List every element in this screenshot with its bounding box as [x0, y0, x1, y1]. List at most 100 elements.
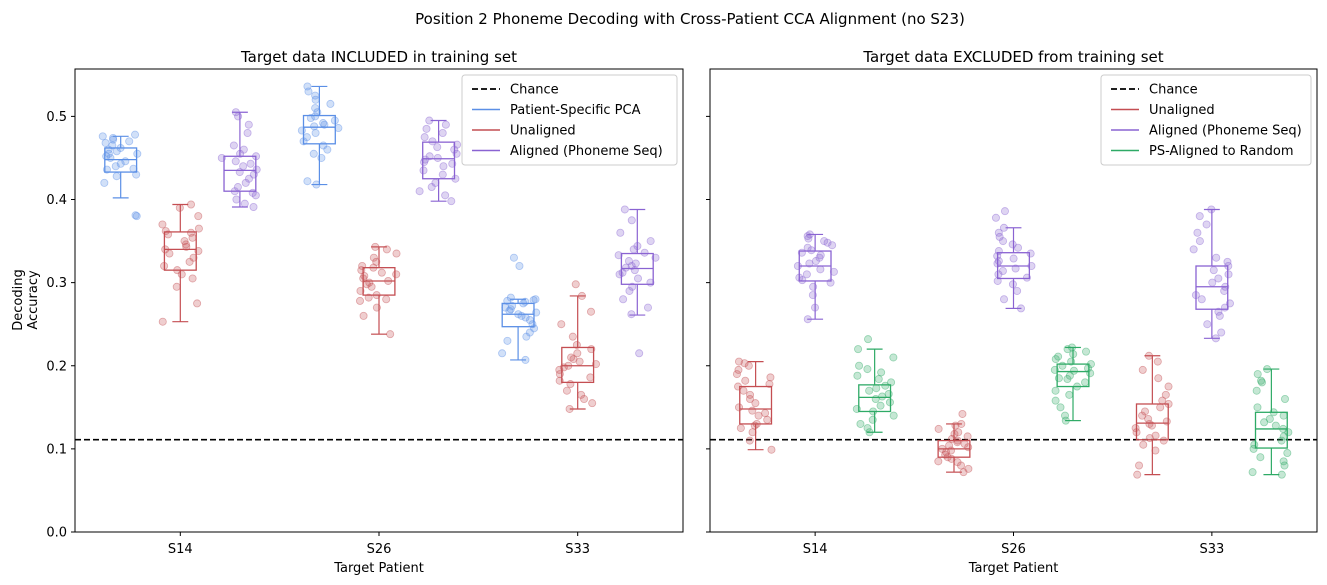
data-point	[587, 307, 596, 316]
box-aligned-phoneme-seq--S26	[415, 116, 462, 206]
data-point	[1051, 396, 1060, 405]
data-point	[631, 259, 640, 268]
data-point	[447, 197, 456, 206]
data-point	[1069, 366, 1078, 375]
x-tick-label: S14	[803, 542, 828, 557]
data-point	[428, 137, 437, 146]
data-point	[754, 411, 763, 420]
data-point	[1140, 407, 1149, 416]
data-point	[1279, 411, 1288, 420]
box-unaligned-S26	[356, 242, 401, 339]
box-aligned-phoneme-seq--S33	[614, 205, 660, 358]
box-iqr	[302, 114, 336, 145]
data-point	[1161, 390, 1170, 399]
box-unaligned-S26	[934, 409, 973, 477]
data-point	[1189, 245, 1198, 254]
data-point	[1283, 449, 1292, 458]
box-unaligned-S14	[732, 357, 776, 454]
data-point	[249, 202, 258, 211]
data-point	[1162, 417, 1171, 426]
data-point	[132, 212, 141, 221]
data-point	[941, 450, 950, 459]
data-point	[816, 265, 825, 274]
box-patient-specific-pca-S33	[498, 253, 541, 364]
data-point	[1081, 378, 1090, 387]
data-point	[161, 227, 170, 236]
data-point	[1138, 411, 1147, 420]
data-point	[734, 365, 743, 374]
data-point	[640, 248, 649, 257]
box-patient-specific-pca-S14	[98, 130, 142, 221]
data-point	[1252, 386, 1261, 395]
data-point	[229, 141, 238, 150]
data-point	[367, 282, 376, 291]
data-point	[240, 199, 249, 208]
data-point	[557, 320, 566, 329]
data-point	[522, 332, 531, 341]
data-point	[433, 143, 442, 152]
legend-label: Unaligned	[510, 124, 576, 139]
data-point	[1164, 382, 1173, 391]
data-point	[877, 368, 886, 377]
data-point	[572, 340, 581, 349]
data-point	[1257, 378, 1266, 387]
data-point	[356, 296, 365, 305]
data-point	[1214, 307, 1223, 316]
data-point	[506, 305, 515, 314]
data-point	[392, 249, 401, 258]
data-point	[252, 165, 261, 174]
box-unaligned-S33	[555, 280, 600, 413]
data-point	[98, 132, 107, 141]
legend-label: Chance	[1149, 83, 1198, 98]
figure-suptitle: Position 2 Phoneme Decoding with Cross-P…	[415, 10, 965, 28]
data-point	[358, 262, 367, 271]
box-aligned-phoneme-seq--S26	[991, 207, 1036, 313]
data-point	[625, 286, 634, 295]
data-point	[1063, 375, 1072, 384]
data-point	[244, 120, 253, 129]
data-point	[1008, 240, 1017, 249]
data-point	[1135, 461, 1144, 470]
y-tick-label: 0.0	[46, 526, 67, 541]
data-point	[1223, 257, 1232, 266]
data-point	[392, 270, 401, 279]
data-point	[865, 386, 874, 395]
data-point	[863, 424, 872, 433]
data-point	[614, 251, 623, 260]
data-point	[319, 119, 328, 128]
data-point	[231, 157, 240, 166]
data-point	[1082, 347, 1091, 356]
data-point	[803, 243, 812, 252]
data-point	[311, 129, 320, 138]
data-point	[994, 247, 1003, 256]
data-point	[172, 282, 181, 291]
box-iqr	[739, 385, 773, 425]
data-point	[620, 205, 629, 214]
data-point	[1133, 470, 1142, 479]
data-point	[244, 174, 253, 183]
data-point	[1253, 403, 1262, 412]
data-point	[571, 280, 580, 289]
data-point	[853, 371, 862, 380]
data-point	[232, 195, 241, 204]
data-point	[954, 428, 963, 437]
box-ps-aligned-to-random-S33	[1248, 365, 1293, 479]
box-iqr	[223, 155, 257, 192]
data-point	[306, 114, 315, 123]
x-tick-label: S33	[1199, 542, 1224, 557]
data-point	[1131, 424, 1140, 433]
y-tick-label: 0.2	[46, 359, 67, 374]
data-point	[439, 162, 448, 171]
data-point	[995, 232, 1004, 241]
data-point	[934, 457, 943, 466]
y-tick-label: 0.3	[46, 276, 67, 291]
data-point	[356, 286, 365, 295]
data-point	[309, 149, 318, 158]
y-axis-label: Decoding Accuracy	[11, 269, 41, 330]
data-point	[508, 301, 517, 310]
data-point	[767, 445, 776, 454]
x-tick-label: S33	[565, 542, 590, 557]
data-point	[319, 141, 328, 150]
data-point	[619, 295, 628, 304]
data-point	[746, 390, 755, 399]
